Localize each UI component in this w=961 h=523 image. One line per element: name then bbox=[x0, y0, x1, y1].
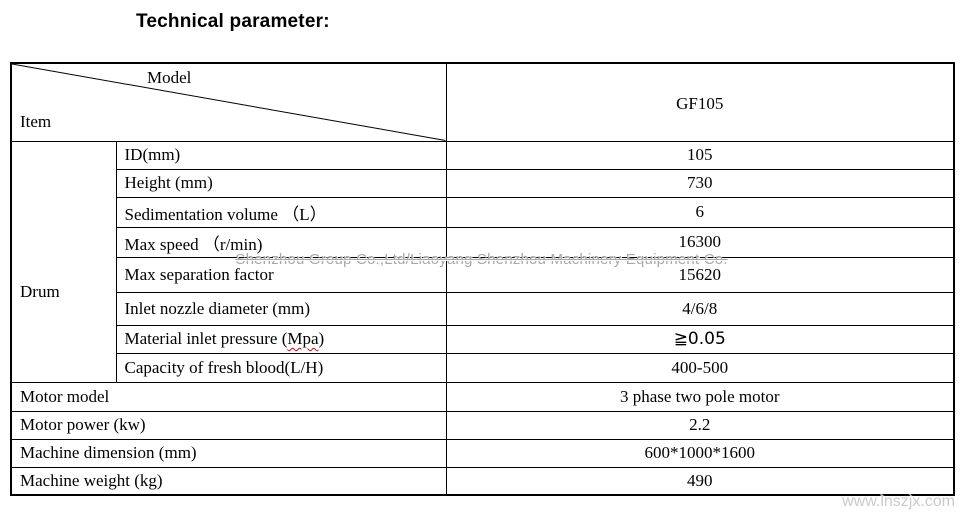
parameter-value: 6 bbox=[445, 196, 955, 228]
parameter-label: Material inlet pressure (Mpa) bbox=[115, 324, 447, 354]
parameter-value: 730 bbox=[445, 168, 955, 198]
header-model-value: GF105 bbox=[445, 62, 955, 142]
parameter-label: Capacity of fresh blood(L/H) bbox=[115, 352, 447, 383]
parameter-label: Max speed （r/min) bbox=[115, 226, 447, 258]
technical-parameters-table: Model Item GF105 Drum ID(mm) 105 Height … bbox=[10, 62, 955, 496]
table-row: Motor model 3 phase two pole motor bbox=[10, 381, 955, 412]
table-row: Material inlet pressure (Mpa) ≧0.05 bbox=[11, 324, 955, 354]
parameter-label: Max separation factor bbox=[115, 256, 447, 293]
parameter-label: Machine dimension (mm) bbox=[10, 438, 447, 468]
table-row: Machine dimension (mm) 600*1000*1600 bbox=[10, 438, 955, 468]
parameter-value: 15620 bbox=[445, 256, 955, 293]
parameter-value: 600*1000*1600 bbox=[445, 438, 955, 468]
table-row: Motor power (kw) 2.2 bbox=[10, 410, 955, 440]
parameter-label: ID(mm) bbox=[115, 140, 447, 170]
parameter-label: Inlet nozzle diameter (mm) bbox=[115, 291, 447, 326]
table-row: Inlet nozzle diameter (mm) 4/6/8 bbox=[11, 291, 955, 326]
parameter-value: 4/6/8 bbox=[445, 291, 955, 326]
drum-group-cell: Drum bbox=[10, 140, 117, 383]
parameter-value: ≧0.05 bbox=[445, 324, 955, 354]
parameter-label: Sedimentation volume （L） bbox=[115, 196, 447, 228]
page-title: Technical parameter: bbox=[136, 11, 330, 32]
parameter-value: 16300 bbox=[445, 226, 955, 258]
parameter-label: Motor power (kw) bbox=[10, 410, 447, 440]
table-row: Machine weight (kg) 490 bbox=[10, 466, 955, 496]
label-text: ) bbox=[318, 329, 325, 348]
parameter-label: Machine weight (kg) bbox=[10, 466, 447, 496]
diagonal-divider-line bbox=[12, 64, 446, 141]
table-row: Max speed （r/min) 16300 bbox=[11, 226, 955, 258]
spellcheck-underlined-word: Mpa bbox=[287, 329, 319, 348]
header-model-label: Model bbox=[147, 68, 192, 87]
header-item-model-cell: Model Item bbox=[10, 62, 447, 142]
parameter-label: Height (mm) bbox=[115, 168, 447, 198]
parameter-value: 2.2 bbox=[445, 410, 955, 440]
label-text: Material inlet pressure ( bbox=[124, 329, 288, 348]
parameter-value: 3 phase two pole motor bbox=[445, 381, 955, 412]
parameter-value: 105 bbox=[445, 140, 955, 170]
parameter-label: Motor model bbox=[10, 381, 447, 412]
table-row: Max separation factor 15620 bbox=[11, 256, 955, 293]
parameter-value: 490 bbox=[445, 466, 955, 496]
table-row: Height (mm) 730 bbox=[11, 168, 955, 198]
table-row: Model Item GF105 bbox=[10, 62, 955, 142]
table-row: Capacity of fresh blood(L/H) 400-500 bbox=[11, 352, 955, 383]
table-row: Drum ID(mm) 105 bbox=[10, 140, 955, 383]
table-row: Sedimentation volume （L） 6 bbox=[11, 196, 955, 228]
parameter-value: 400-500 bbox=[445, 352, 955, 383]
header-item-label: Item bbox=[20, 111, 52, 131]
